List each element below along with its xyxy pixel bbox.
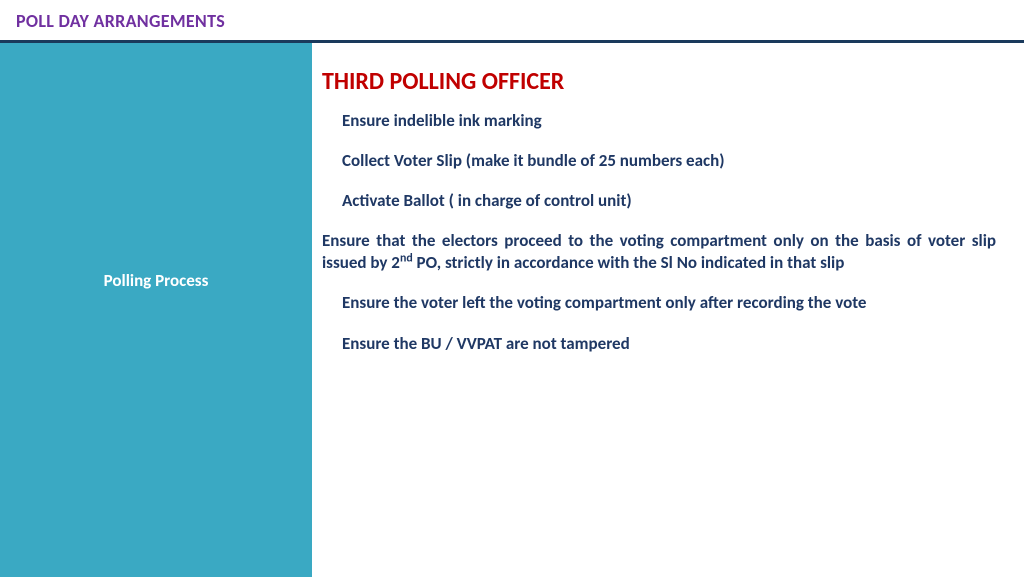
main-title: THIRD POLLING OFFICER	[322, 67, 996, 96]
main-content: THIRD POLLING OFFICER Ensure indelible i…	[312, 43, 1024, 577]
bullet-item: Ensure indelible ink marking	[322, 110, 996, 132]
bullet-item: Collect Voter Slip (make it bundle of 25…	[322, 150, 996, 172]
sidebar-label: Polling Process	[104, 270, 209, 291]
bullet-item: Ensure the BU / VVPAT are not tampered	[322, 333, 996, 355]
content-row: Polling Process THIRD POLLING OFFICER En…	[0, 43, 1024, 577]
header: POLL DAY ARRANGEMENTS	[0, 0, 1024, 43]
bullet-item: Activate Ballot ( in charge of control u…	[322, 190, 996, 212]
bullet-item: Ensure that the electors proceed to the …	[322, 230, 996, 274]
superscript: nd	[400, 252, 413, 266]
page-header-title: POLL DAY ARRANGEMENTS	[16, 10, 1008, 32]
bullet-item: Ensure the voter left the voting compart…	[322, 292, 996, 314]
bullet-text-part: PO, strictly in accordance with the Sl N…	[413, 252, 845, 273]
sidebar: Polling Process	[0, 43, 312, 577]
